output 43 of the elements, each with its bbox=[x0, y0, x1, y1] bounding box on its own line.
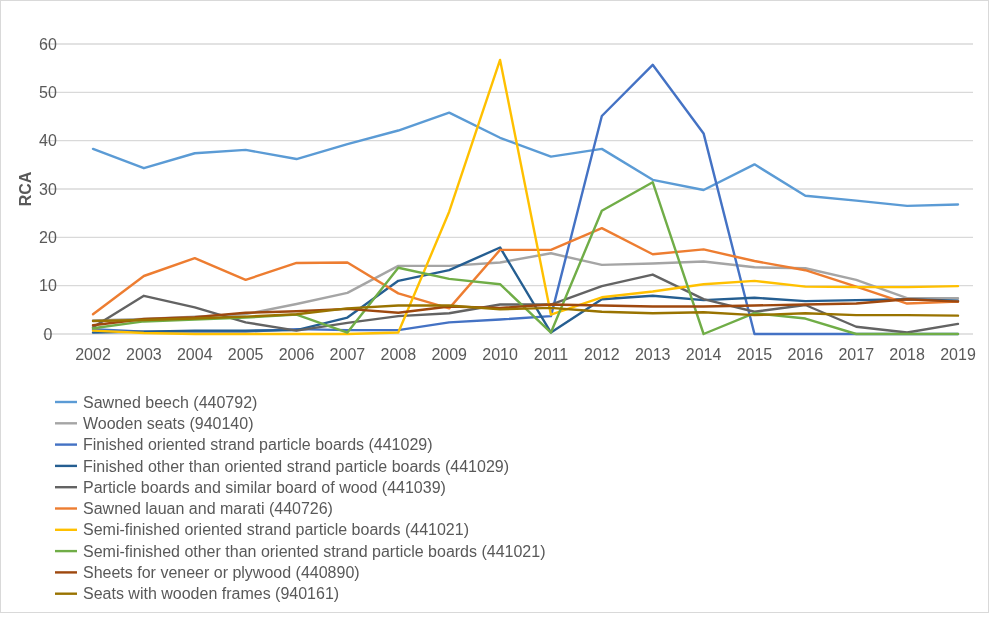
y-tick-label: 60 bbox=[39, 35, 57, 53]
legend-label: Sheets for veneer or plywood (440890) bbox=[83, 564, 360, 581]
legend-label: Wooden seats (940140) bbox=[83, 414, 254, 432]
x-tick-label: 2018 bbox=[889, 346, 926, 363]
y-tick-label: 40 bbox=[39, 132, 57, 150]
line-series bbox=[91, 273, 960, 334]
line-series bbox=[91, 111, 960, 208]
x-tick-label: 2003 bbox=[126, 346, 162, 363]
legend-label: Sawned lauan and marati (440726) bbox=[83, 500, 333, 518]
x-tick-label: 2010 bbox=[482, 346, 518, 363]
legend-label: Particle boards and similar board of wood (441039) bbox=[83, 478, 446, 496]
x-tick-label: 2009 bbox=[431, 346, 468, 363]
line-series bbox=[91, 304, 960, 323]
line-series bbox=[91, 181, 960, 336]
x-tick-label: 2005 bbox=[227, 346, 264, 363]
line-series bbox=[91, 252, 960, 322]
x-tick-label: 2002 bbox=[75, 346, 111, 363]
x-tick-label: 2013 bbox=[634, 346, 671, 363]
y-tick-label: 50 bbox=[39, 83, 57, 101]
x-tick-label: 2014 bbox=[685, 346, 722, 363]
legend-label: Finished oriented strand particle boards (441029) bbox=[83, 436, 433, 454]
legend-label: Seats with wooden frames (940161) bbox=[83, 585, 340, 603]
x-tick-label: 2011 bbox=[533, 346, 569, 363]
x-tick-label: 2012 bbox=[584, 346, 620, 363]
line-series bbox=[91, 246, 960, 334]
x-tick-label: 2019 bbox=[940, 346, 976, 363]
x-tick-label: 2006 bbox=[278, 346, 315, 363]
x-tick-label: 2004 bbox=[176, 346, 213, 363]
legend-label: Finished other than oriented strand particle boards (441029) bbox=[83, 457, 510, 475]
y-tick-label: 10 bbox=[39, 277, 57, 295]
x-tick-label: 2016 bbox=[787, 346, 824, 363]
legend-label: Sawned beech (440792) bbox=[83, 393, 258, 411]
x-tick-label: 2015 bbox=[736, 346, 773, 363]
y-axis-title: RCA bbox=[17, 171, 34, 207]
y-tick-label: 0 bbox=[43, 325, 53, 343]
x-tick-label: 2008 bbox=[380, 346, 417, 363]
line-series bbox=[91, 298, 960, 327]
x-tick-label: 2007 bbox=[329, 346, 366, 363]
x-tick-label: 2017 bbox=[838, 346, 875, 363]
legend-label: Semi-finished other than oriented strand particle boards (441021) bbox=[83, 542, 546, 560]
legend-label: Semi-finished oriented strand particle boards (441021) bbox=[83, 521, 469, 539]
y-tick-label: 20 bbox=[39, 228, 57, 246]
y-tick-label: 30 bbox=[39, 180, 57, 198]
